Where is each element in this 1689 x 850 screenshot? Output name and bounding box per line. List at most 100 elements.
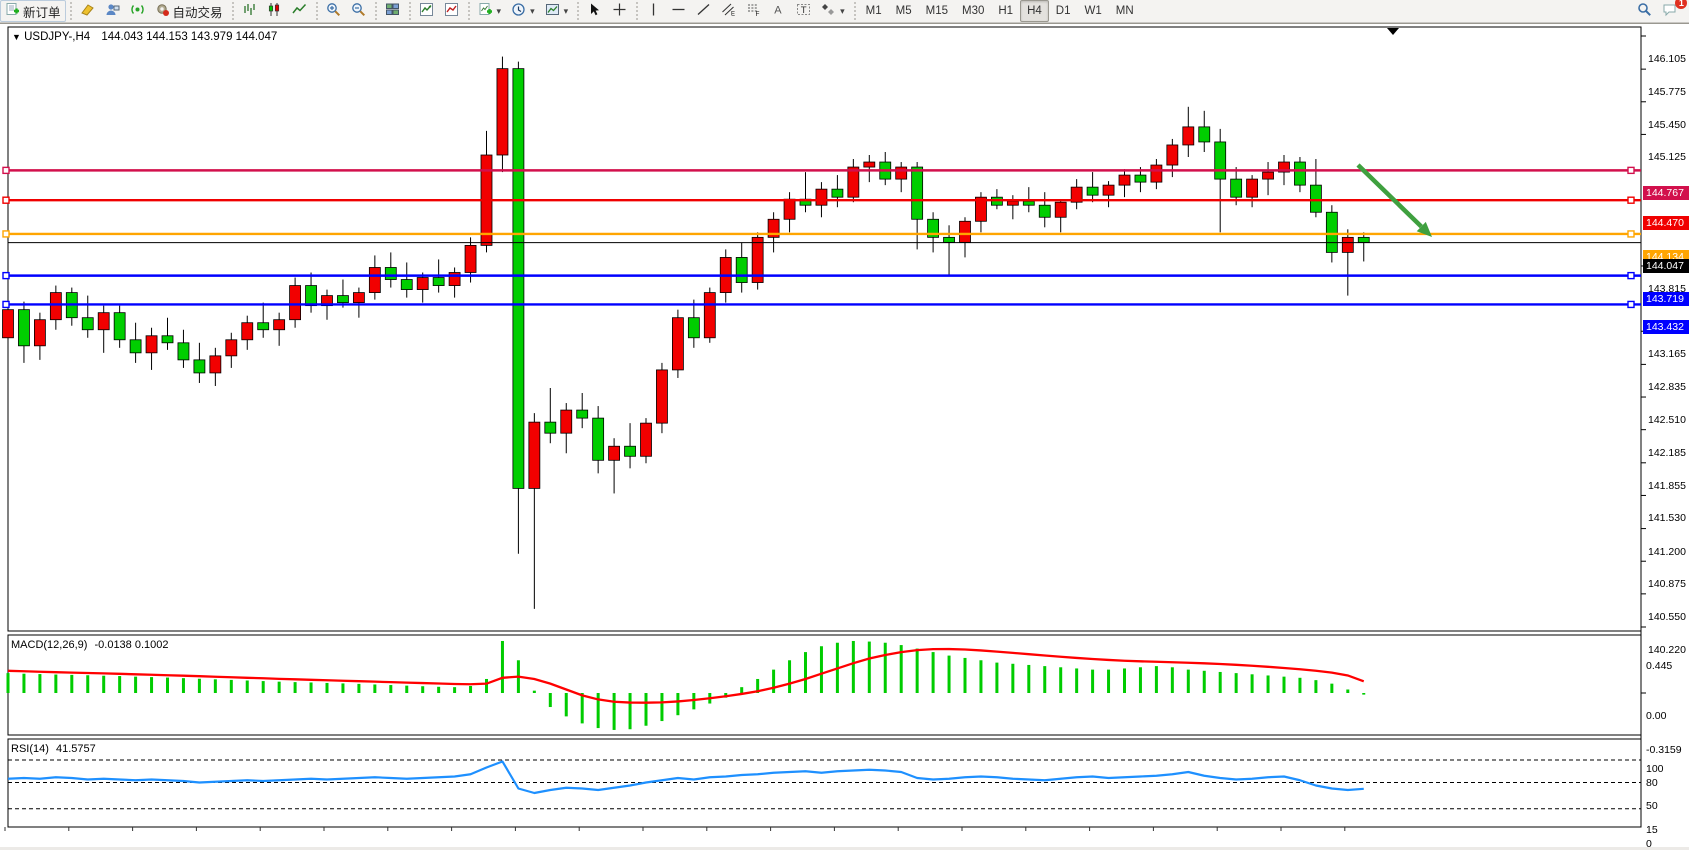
- fibonacci-tool-button[interactable]: F: [741, 0, 766, 22]
- channel-tool-button[interactable]: E: [716, 0, 741, 22]
- timeframe-button-h4[interactable]: H4: [1020, 0, 1049, 22]
- tile-windows-button[interactable]: [380, 0, 405, 22]
- line-chart-mode-icon: [291, 2, 307, 20]
- chart-canvas[interactable]: [0, 24, 1689, 848]
- text-tool-button[interactable]: A: [766, 0, 791, 22]
- price-axis-tick: 141.200: [1648, 545, 1686, 558]
- price-axis-tick: 142.510: [1648, 414, 1686, 427]
- arrows-tool-icon: [821, 2, 836, 20]
- new-order-button-label: 新订单: [23, 5, 61, 20]
- channel-tool-icon: E: [721, 2, 736, 20]
- price-axis-tick: 142.835: [1648, 381, 1686, 394]
- indicators-icon: [419, 2, 434, 20]
- cursor-tool-icon: [587, 2, 602, 20]
- candlestick-mode-icon: [267, 2, 282, 20]
- search-button[interactable]: [1632, 0, 1657, 22]
- zoom-out-icon: [351, 2, 366, 20]
- macd-axis-zero: 0.00: [1646, 710, 1667, 722]
- price-axis-tick: 142.185: [1648, 446, 1686, 459]
- svg-text:E: E: [731, 12, 735, 18]
- chart-window[interactable]: ▼ USDJPY-,H4 144.043 144.153 143.979 144…: [0, 23, 1689, 850]
- toolbar-separator: [464, 2, 472, 20]
- tile-windows-icon: [385, 2, 400, 20]
- macd-axis-max: 0.445: [1646, 660, 1673, 672]
- price-line-label: 143.719: [1643, 291, 1689, 306]
- new-chart-icon: [478, 2, 493, 20]
- timeframe-button-w1[interactable]: W1: [1084, 5, 1102, 17]
- zoom-in-button[interactable]: [321, 0, 346, 22]
- svg-text:A: A: [774, 5, 782, 17]
- marker-button[interactable]: [75, 0, 100, 22]
- timeframe-button-h1[interactable]: H1: [998, 5, 1014, 17]
- chart-title: ▼ USDJPY-,H4 144.043 144.153 143.979 144…: [12, 31, 277, 43]
- price-axis-tick: 140.550: [1648, 610, 1686, 623]
- price-axis-tick: 145.775: [1648, 86, 1686, 99]
- dropdown-arrow-icon[interactable]: ▾: [496, 5, 502, 16]
- templates-icon: [545, 2, 560, 20]
- crosshair-tool-button[interactable]: [607, 0, 632, 22]
- vertical-line-tool-icon: [646, 2, 661, 20]
- macd-axis-min: -0.3159: [1646, 744, 1682, 756]
- timeframe-button-mn[interactable]: MN: [1115, 5, 1134, 17]
- price-axis-tick: 140.220: [1648, 644, 1686, 656]
- zoom-out-button[interactable]: [346, 0, 371, 22]
- dropdown-arrow-icon[interactable]: ▾: [563, 5, 569, 16]
- price-axis-tick: 143.165: [1648, 348, 1686, 361]
- dropdown-arrow-icon[interactable]: ▾: [840, 5, 845, 16]
- toolbar-separator: [312, 2, 320, 20]
- new-chart-button[interactable]: ▾: [473, 0, 507, 22]
- cursor-tool-button[interactable]: [582, 0, 607, 22]
- timeframe-button-d1[interactable]: D1: [1055, 5, 1071, 17]
- rsi-axis-label: 80: [1646, 777, 1658, 789]
- rsi-axis-label: 15: [1646, 823, 1658, 836]
- periods-icon: [511, 2, 526, 20]
- publisher-icon: [105, 2, 120, 20]
- bar-chart-mode-button[interactable]: [237, 0, 262, 22]
- notification-badge: 1: [1675, 0, 1688, 9]
- symbol-dropdown-icon[interactable]: ▼: [12, 32, 21, 42]
- indicator-list-button[interactable]: [439, 0, 464, 22]
- arrows-tool-button[interactable]: ▾: [816, 0, 850, 22]
- vertical-line-tool-button[interactable]: [641, 0, 666, 22]
- periods-button[interactable]: ▾: [506, 0, 540, 22]
- dropdown-arrow-icon[interactable]: ▾: [530, 5, 535, 16]
- line-chart-mode-button[interactable]: [287, 0, 312, 22]
- price-line-label: 144.470: [1643, 216, 1689, 231]
- timeframe-button-m30[interactable]: M30: [962, 5, 985, 17]
- toolbar-separator: [850, 2, 858, 20]
- trendline-tool-button[interactable]: [691, 0, 716, 22]
- autotrade-button-label: 自动交易: [172, 5, 223, 20]
- new-order-button[interactable]: 新订单: [0, 0, 66, 22]
- search-icon: [1637, 2, 1652, 20]
- toolbar-separator: [228, 2, 236, 20]
- bar-chart-mode-icon: [242, 2, 257, 20]
- signal-button[interactable]: [125, 0, 150, 22]
- autotrade-button[interactable]: 自动交易: [150, 0, 228, 22]
- rsi-axis-label: 50: [1646, 799, 1658, 812]
- price-axis-tick: 146.105: [1648, 53, 1686, 65]
- chart-ohlc-values: 144.043 144.153 143.979 144.047: [101, 31, 278, 43]
- text-tool-icon: A: [771, 2, 786, 20]
- zoom-in-icon: [326, 2, 341, 20]
- rsi-axis-label: 0: [1646, 838, 1652, 850]
- notifications-button[interactable]: 1: [1657, 0, 1688, 22]
- publisher-button[interactable]: [100, 0, 125, 22]
- horizontal-line-tool-button[interactable]: [666, 0, 691, 22]
- fibonacci-tool-icon: F: [746, 2, 761, 20]
- timeframe-button-m1[interactable]: M1: [865, 5, 882, 17]
- indicator-list-icon: [444, 2, 459, 20]
- price-line-label: 143.432: [1643, 320, 1689, 335]
- timeframe-button-m15[interactable]: M15: [925, 5, 948, 17]
- autotrade-icon: [155, 2, 170, 20]
- macd-indicator-label: MACD(12,26,9) -0.0138 0.1002: [11, 639, 169, 651]
- candlestick-mode-button[interactable]: [262, 0, 287, 22]
- price-axis-tick: 140.875: [1648, 578, 1686, 591]
- toolbar-separator: [371, 2, 379, 20]
- toolbar-separator: [66, 2, 74, 20]
- price-axis-tick: 145.125: [1648, 151, 1686, 164]
- timeframe-button-m5[interactable]: M5: [895, 5, 912, 17]
- templates-button[interactable]: ▾: [540, 0, 574, 22]
- indicators-button[interactable]: [414, 0, 439, 22]
- label-tool-button[interactable]: T: [791, 0, 816, 22]
- window-bottom-strip: [0, 847, 1689, 850]
